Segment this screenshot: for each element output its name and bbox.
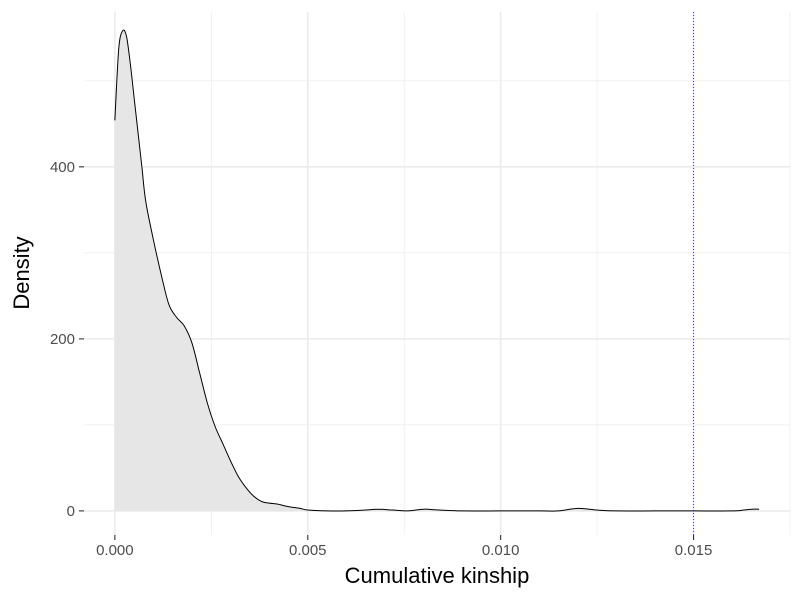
density-area xyxy=(114,30,760,512)
y-axis-title: Density xyxy=(9,236,34,309)
x-tick-label: 0.010 xyxy=(482,542,520,559)
y-tick-label: 0 xyxy=(67,503,75,520)
x-tick-label: 0.000 xyxy=(96,542,134,559)
y-tick-label: 200 xyxy=(50,331,75,348)
x-tick-label: 0.015 xyxy=(675,542,713,559)
minor-grid xyxy=(84,12,791,535)
y-axis-ticks: 0 200 400 xyxy=(50,159,84,520)
x-tick-label: 0.005 xyxy=(289,542,327,559)
x-axis-ticks: 0.000 0.005 0.010 0.015 xyxy=(96,535,712,559)
x-axis-title: Cumulative kinship xyxy=(345,563,530,588)
y-tick-label: 400 xyxy=(50,159,75,176)
density-line xyxy=(114,29,760,512)
